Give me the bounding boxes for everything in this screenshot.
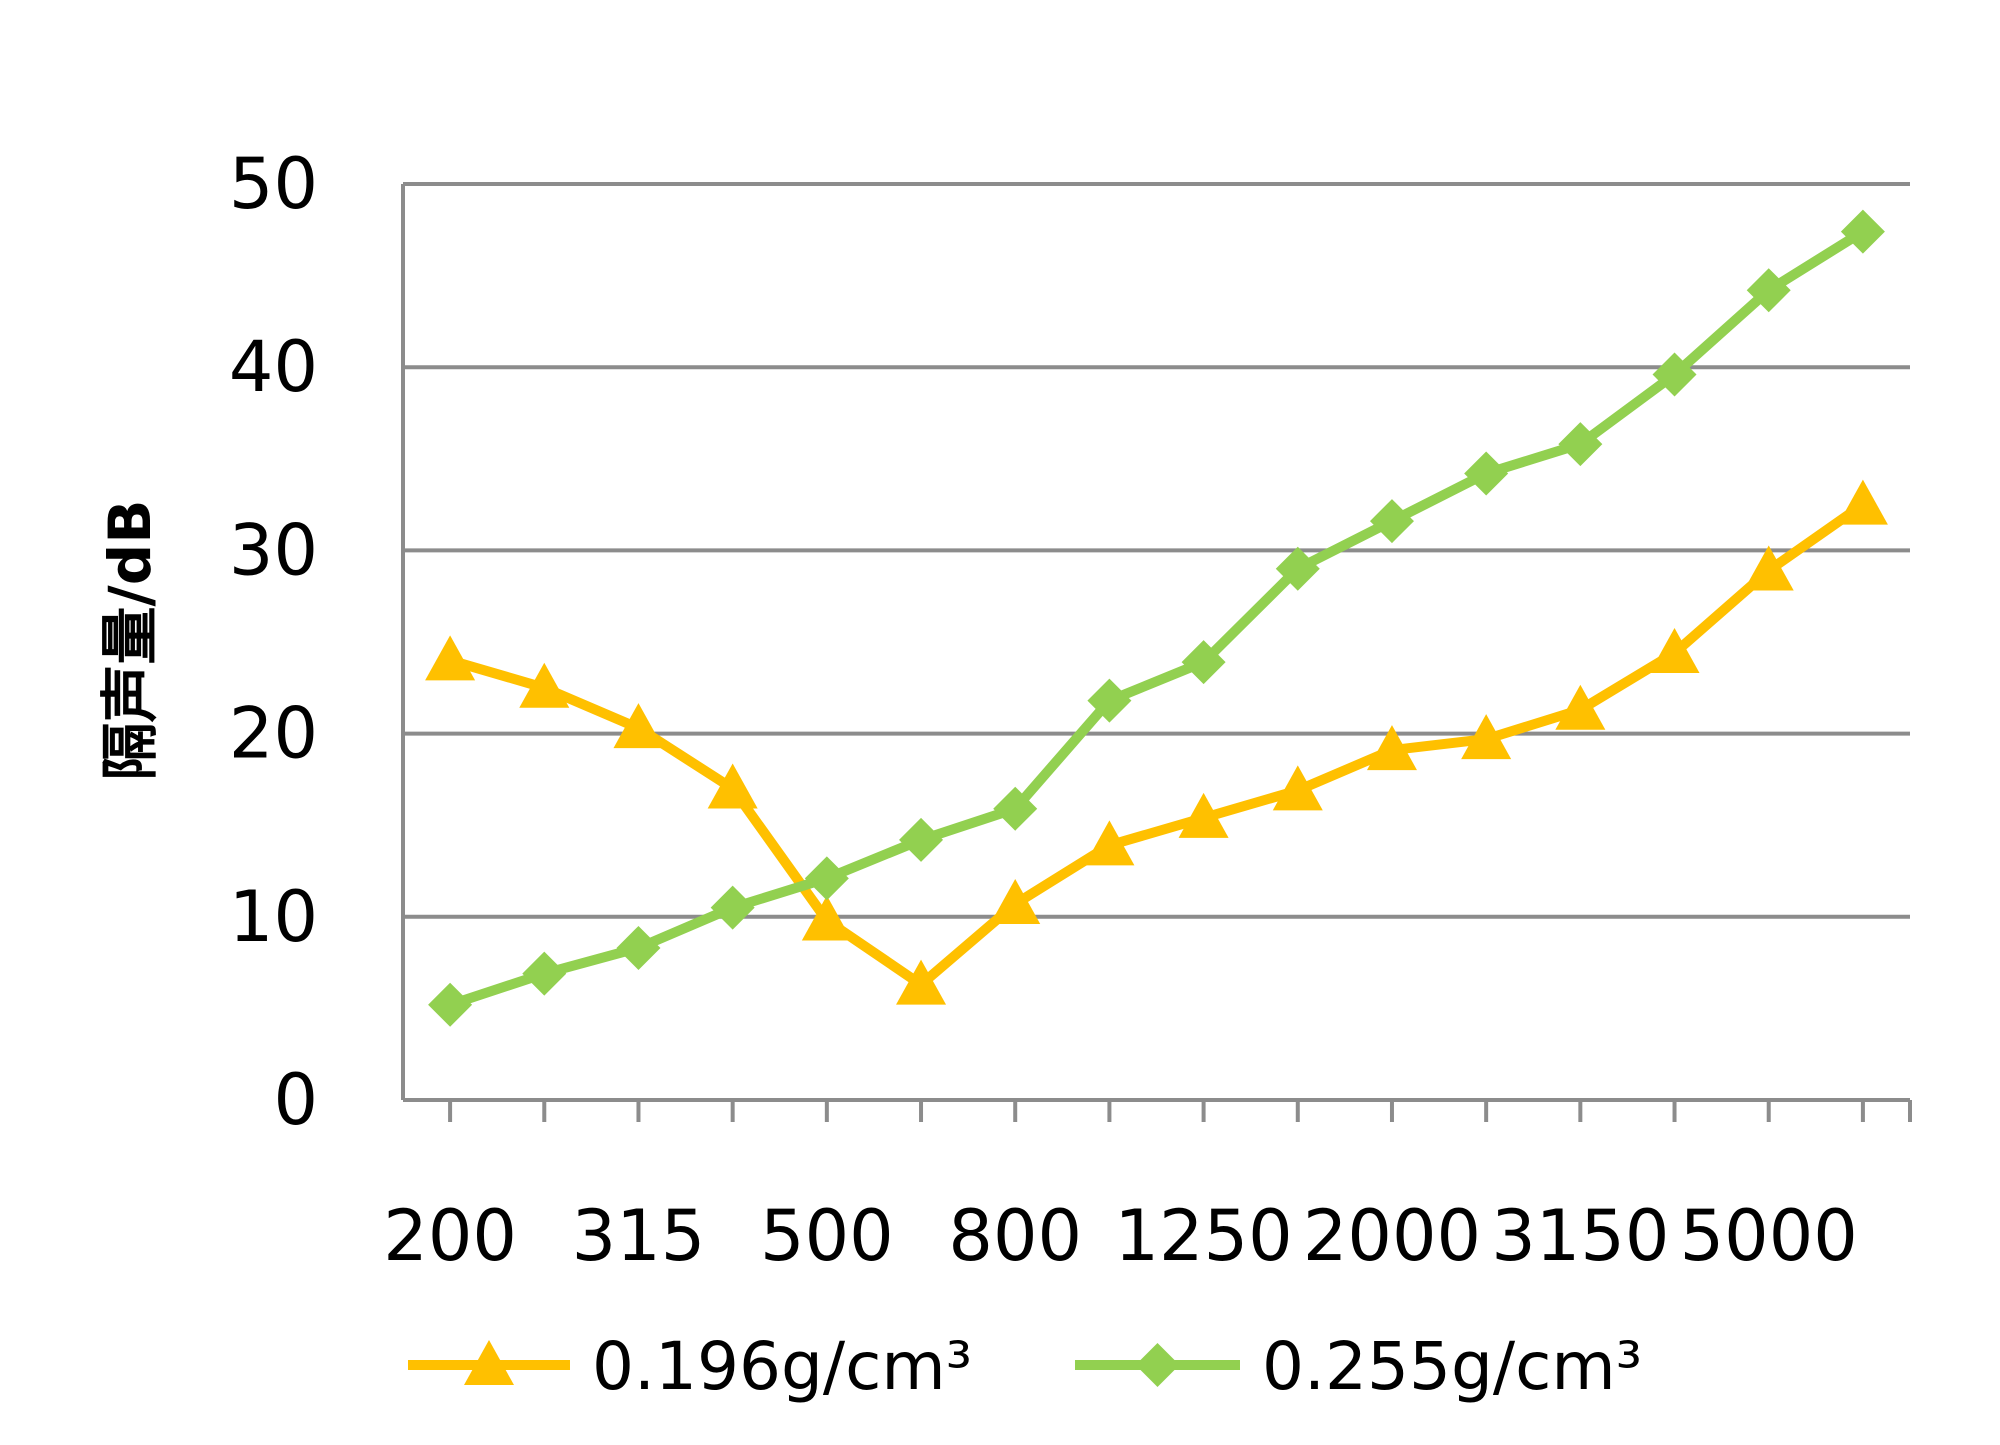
data-point	[613, 703, 664, 749]
data-point	[804, 856, 849, 901]
y-tick-label: 40	[229, 326, 318, 408]
y-tick-label: 10	[229, 876, 318, 958]
series-group	[425, 209, 1888, 1027]
legend-label: 0.196g/cm³	[592, 1328, 972, 1405]
data-point	[1743, 545, 1794, 591]
x-tick-label: 2000	[1303, 1195, 1481, 1277]
x-tick-label: 315	[572, 1195, 706, 1277]
data-point	[1275, 546, 1320, 591]
data-point	[1840, 209, 1885, 254]
data-point	[1461, 714, 1512, 760]
data-point	[993, 786, 1038, 831]
series-1	[428, 209, 1885, 1027]
legend-label: 0.255g/cm³	[1262, 1328, 1642, 1405]
y-tick-label: 50	[229, 143, 318, 225]
x-tick-label: 5000	[1680, 1195, 1858, 1277]
legend-item-1: 0.255g/cm³	[1075, 1328, 1642, 1405]
grid-lines	[403, 182, 1910, 919]
data-point	[1366, 725, 1417, 771]
x-tick-labels: 200 315 500 800 1250 2000 3150 5000	[383, 1195, 1858, 1277]
data-point	[1178, 792, 1229, 838]
data-point	[1746, 268, 1791, 313]
y-tick-labels: 0 10 20 30 40 50	[229, 143, 318, 1141]
axes	[401, 184, 1912, 1122]
data-point	[425, 635, 476, 681]
data-point	[801, 895, 852, 941]
x-tick-label: 800	[948, 1195, 1082, 1277]
data-point	[707, 763, 758, 809]
legend-item-0: 0.196g/cm³	[408, 1328, 972, 1405]
data-point	[1272, 765, 1323, 811]
series-line	[448, 500, 1866, 990]
x-tick-label: 200	[383, 1195, 517, 1277]
data-point	[428, 982, 473, 1027]
data-point	[1555, 684, 1606, 730]
x-tick-label: 1250	[1115, 1195, 1293, 1277]
legend-marker	[1135, 1343, 1180, 1387]
data-point	[990, 878, 1041, 924]
data-point	[1369, 499, 1414, 544]
y-tick-label: 0	[273, 1059, 318, 1141]
x-tick-label: 3150	[1491, 1195, 1669, 1277]
data-point	[1464, 451, 1509, 496]
data-point	[1087, 678, 1132, 723]
data-point	[522, 951, 567, 996]
data-point	[899, 817, 944, 862]
data-point	[1181, 640, 1226, 685]
data-point	[710, 885, 755, 930]
x-tick-label: 500	[760, 1195, 894, 1277]
data-point	[896, 959, 947, 1005]
data-point	[616, 925, 661, 970]
data-point	[519, 662, 570, 708]
legend: 0.196g/cm³ 0.255g/cm³	[408, 1328, 1642, 1405]
data-point	[1652, 352, 1697, 397]
y-tick-label: 20	[229, 693, 318, 775]
y-tick-label: 30	[229, 509, 318, 591]
series-0	[425, 479, 1888, 1005]
legend-marker	[464, 1340, 514, 1385]
series-line	[448, 227, 1866, 1010]
data-point	[1558, 422, 1603, 467]
data-point	[1837, 479, 1888, 525]
data-point	[1649, 627, 1700, 673]
data-point	[1084, 820, 1135, 866]
y-axis-label: 隔声量/dB	[96, 500, 164, 781]
